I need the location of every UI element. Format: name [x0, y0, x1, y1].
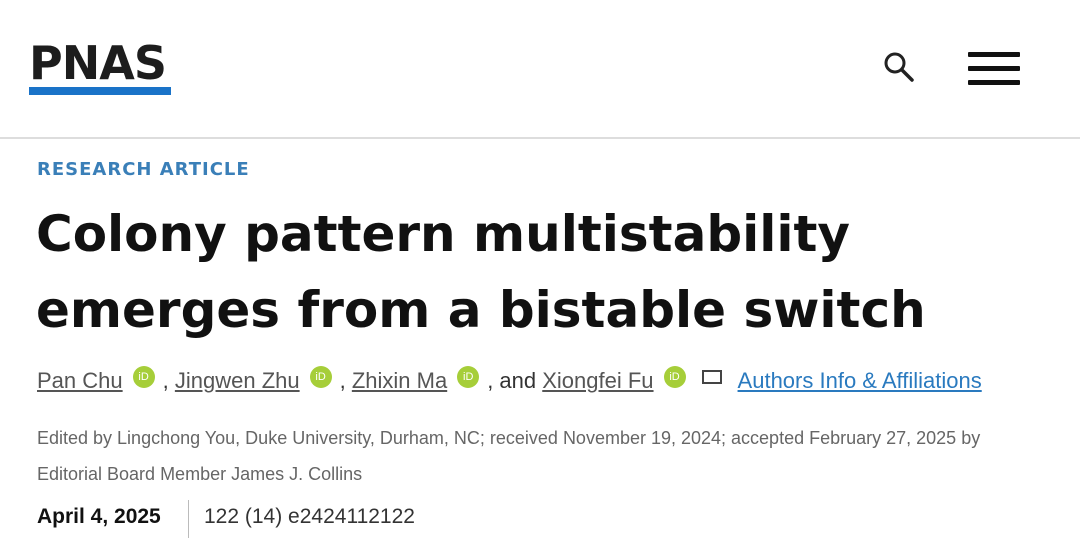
orcid-icon[interactable]: iD	[132, 366, 155, 388]
author-list: Pan Chu iD, Jingwen Zhu iD, Zhixin Ma iD , a…	[37, 366, 982, 394]
site-header: PNAS	[0, 0, 1080, 139]
orcid-icon[interactable]: iD	[663, 366, 686, 388]
publication-date: April 4, 2025	[37, 505, 161, 528]
separator: ,	[339, 368, 352, 393]
author-link[interactable]: Zhixin Ma	[351, 368, 448, 393]
divider	[188, 500, 189, 538]
orcid-icon[interactable]: iD	[309, 366, 332, 388]
separator: ,	[162, 368, 175, 393]
search-icon[interactable]	[882, 50, 916, 84]
mail-icon[interactable]	[701, 370, 722, 384]
article-type: RESEARCH ARTICLE	[37, 159, 250, 180]
author-link[interactable]: Xiongfei Fu	[542, 368, 654, 393]
separator: , and	[487, 368, 543, 393]
authors-affiliations-link[interactable]: Authors Info & Affiliations	[737, 368, 982, 393]
article-title: Colony pattern multistability emerges fr…	[36, 205, 926, 339]
hamburger-menu-icon[interactable]	[968, 52, 1020, 85]
logo-underline	[29, 87, 171, 95]
volume-info: 122 (14) e2424112122	[204, 505, 415, 528]
pnas-logo[interactable]: PNAS	[29, 36, 167, 90]
orcid-icon[interactable]: iD	[457, 366, 480, 388]
author-link[interactable]: Jingwen Zhu	[174, 368, 300, 393]
editorial-info: Edited by Lingchong You, Duke University…	[37, 428, 981, 484]
author-link[interactable]: Pan Chu	[37, 368, 123, 393]
